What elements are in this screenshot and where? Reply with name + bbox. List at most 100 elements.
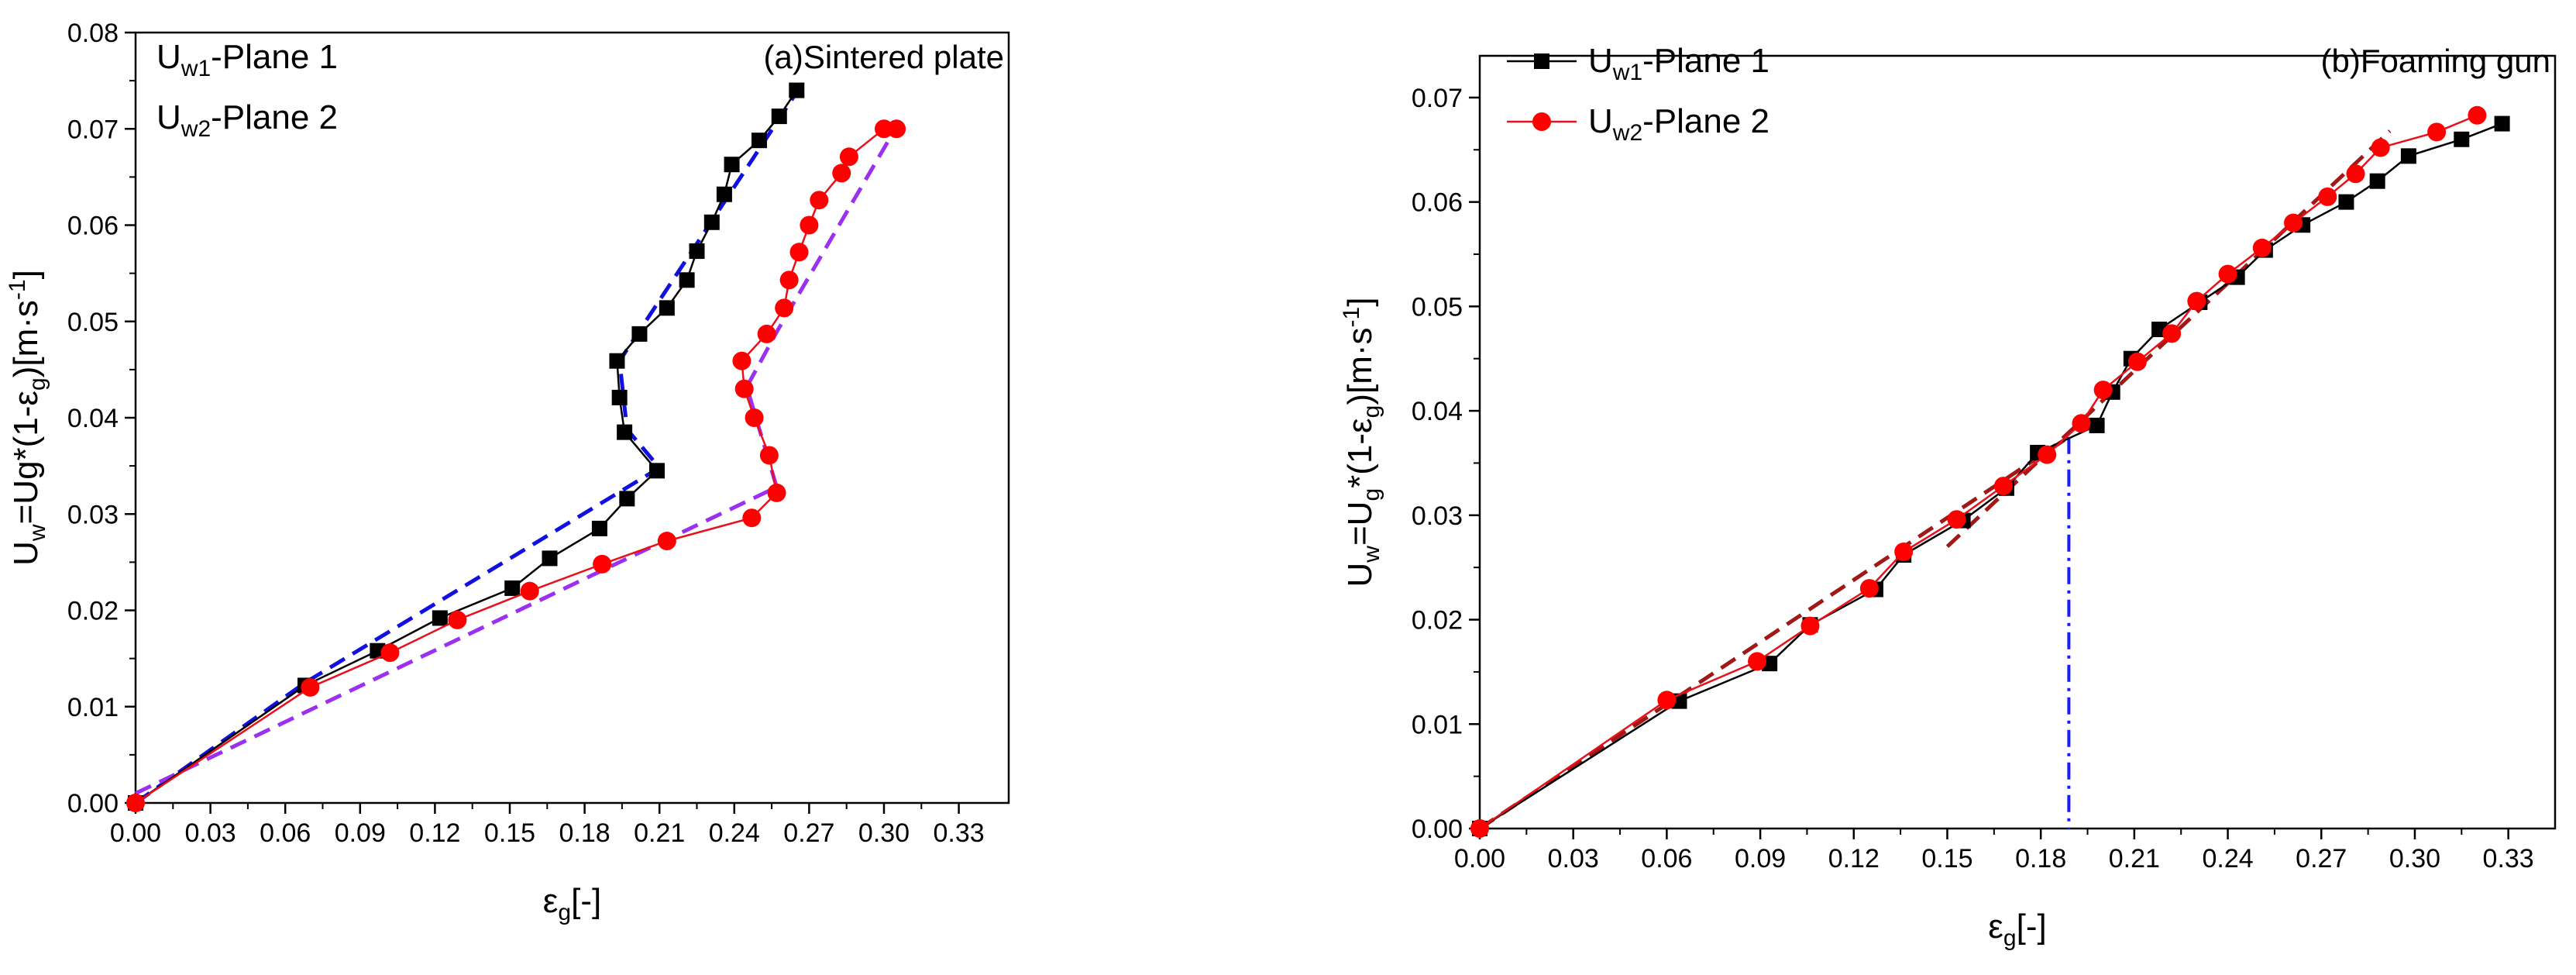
legend-marker-square: [1534, 53, 1549, 69]
y-tick-label: 0.03: [67, 500, 119, 529]
x-tick-label: 0.03: [185, 818, 236, 848]
x-tick-label: 0.06: [1641, 844, 1692, 873]
data-point-circle: [779, 270, 799, 290]
x-tick-label: 0.24: [2202, 844, 2253, 873]
data-point-circle: [757, 324, 776, 343]
x-tick-label: 0.12: [409, 818, 460, 848]
y-label-sup: -1: [1339, 307, 1364, 328]
y-axis-label: Uw=Ug*(1-εg)[m·s-1]: [1339, 298, 1384, 587]
data-point-circle: [2038, 445, 2057, 464]
legend-entry: Uw2-Plane 2: [1588, 102, 1769, 146]
y-tick-label: 0.00: [67, 789, 119, 818]
x-tick-label: 0.18: [559, 818, 610, 848]
y-tick-label: 0.04: [67, 404, 119, 433]
data-point-square: [2454, 131, 2470, 147]
data-point-circle: [2427, 122, 2447, 142]
data-point-circle: [1748, 652, 1767, 671]
data-point-circle: [448, 610, 467, 629]
legend-pre: U: [156, 38, 181, 76]
data-point-circle: [1894, 542, 1914, 561]
data-point-circle: [759, 446, 779, 465]
data-point-circle: [2093, 381, 2113, 400]
y-label-sub: w: [1359, 546, 1384, 563]
x-tick-label: 0.09: [335, 818, 386, 848]
legend-entry: Uw1-Plane 1: [1588, 42, 1769, 85]
data-point-square: [648, 463, 665, 479]
data-point-square: [619, 491, 635, 507]
data-point-circle: [775, 298, 794, 318]
y-tick-label: 0.07: [1412, 84, 1463, 113]
data-point-circle: [593, 554, 612, 574]
data-point-square: [591, 520, 607, 536]
data-point-circle: [520, 581, 539, 601]
legend-marker-circle: [1532, 112, 1551, 131]
chart-a: 0.00 0.03 0.06 0.09 0.12 0.15 0.18 0.21 0.24 0.27…: [5, 19, 1010, 925]
data-point-square: [659, 300, 675, 316]
x-tick-label: 0.27: [2296, 844, 2347, 873]
data-point-square: [2494, 115, 2510, 132]
data-point-circle: [380, 643, 400, 663]
y-label-sub: g: [25, 377, 50, 391]
y-tick-label: 0.01: [67, 693, 119, 722]
x-axis-label: εg[-]: [1988, 908, 2046, 951]
legend-post: -Plane 2: [211, 98, 338, 136]
data-point-square: [679, 272, 695, 288]
y-tick-label: 0.00: [1412, 815, 1463, 844]
data-point-square: [617, 424, 633, 440]
data-point-circle: [2162, 324, 2182, 343]
legend-post: -Plane 2: [1642, 102, 1769, 140]
data-point-square: [2400, 148, 2416, 164]
data-point-circle: [2371, 138, 2390, 157]
x-tick-label: 0.03: [1548, 844, 1599, 873]
y-tick-label: 0.02: [1412, 606, 1463, 636]
y-tick-label: 0.04: [1412, 397, 1463, 426]
data-point-square: [504, 580, 521, 596]
data-point-circle: [742, 508, 762, 528]
x-tick-label: 0.21: [2109, 844, 2160, 873]
x-axis-label: εg[-]: [543, 882, 601, 925]
legend-post: -Plane 1: [211, 38, 338, 76]
data-point-circle: [2218, 264, 2237, 284]
data-point-square: [631, 326, 648, 342]
x-label-main: ε: [1988, 908, 2003, 946]
y-label-part: U: [1341, 563, 1379, 587]
x-tick-label: 0.30: [2389, 844, 2440, 873]
data-point-square: [716, 186, 732, 202]
x-label-main: ε: [543, 882, 559, 920]
legend-sub: w1: [1612, 60, 1642, 85]
data-point-circle: [839, 147, 858, 167]
data-point-circle: [800, 215, 819, 235]
x-tick-label: 0.09: [1735, 844, 1786, 873]
y-axis-label: Uw=Ug*(1-εg)[m·s-1]: [5, 270, 50, 566]
legend-pre: U: [156, 98, 181, 136]
data-point-circle: [1470, 819, 1489, 838]
x-tick-label: 0.24: [709, 818, 760, 848]
y-label-part: )[m·s: [1341, 327, 1379, 405]
data-point-circle: [1993, 477, 2013, 496]
y-label-sub: w: [25, 524, 50, 542]
x-tick-label: 0.27: [783, 818, 834, 848]
series-line: [1479, 114, 2478, 830]
x-tick-label: 0.30: [858, 818, 910, 848]
data-point-circle: [789, 243, 809, 262]
x-label-suffix: [-]: [2017, 908, 2047, 946]
data-point-circle: [2187, 291, 2206, 311]
y-label-sub: g: [1359, 405, 1384, 419]
legend-pre: U: [1588, 42, 1613, 80]
y-tick-label: 0.01: [1412, 710, 1463, 739]
data-point-square: [2338, 194, 2354, 210]
x-tick-label: 0.33: [2483, 844, 2534, 873]
legend-sub: w2: [181, 116, 211, 142]
y-tick-label: 0.06: [1412, 188, 1463, 218]
y-tick-label: 0.02: [67, 597, 119, 626]
y-tick-label: 0.05: [67, 308, 119, 337]
x-tick-label: 0.06: [260, 818, 311, 848]
data-point-square: [703, 214, 720, 230]
x-tick-label: 0.15: [484, 818, 535, 848]
data-point-circle: [2284, 213, 2303, 233]
y-label-part: =U: [1341, 501, 1379, 546]
data-point-circle: [2127, 352, 2147, 371]
y-tick-label: 0.07: [67, 115, 119, 144]
data-point-circle: [1947, 510, 1966, 529]
data-point-circle: [126, 794, 145, 812]
